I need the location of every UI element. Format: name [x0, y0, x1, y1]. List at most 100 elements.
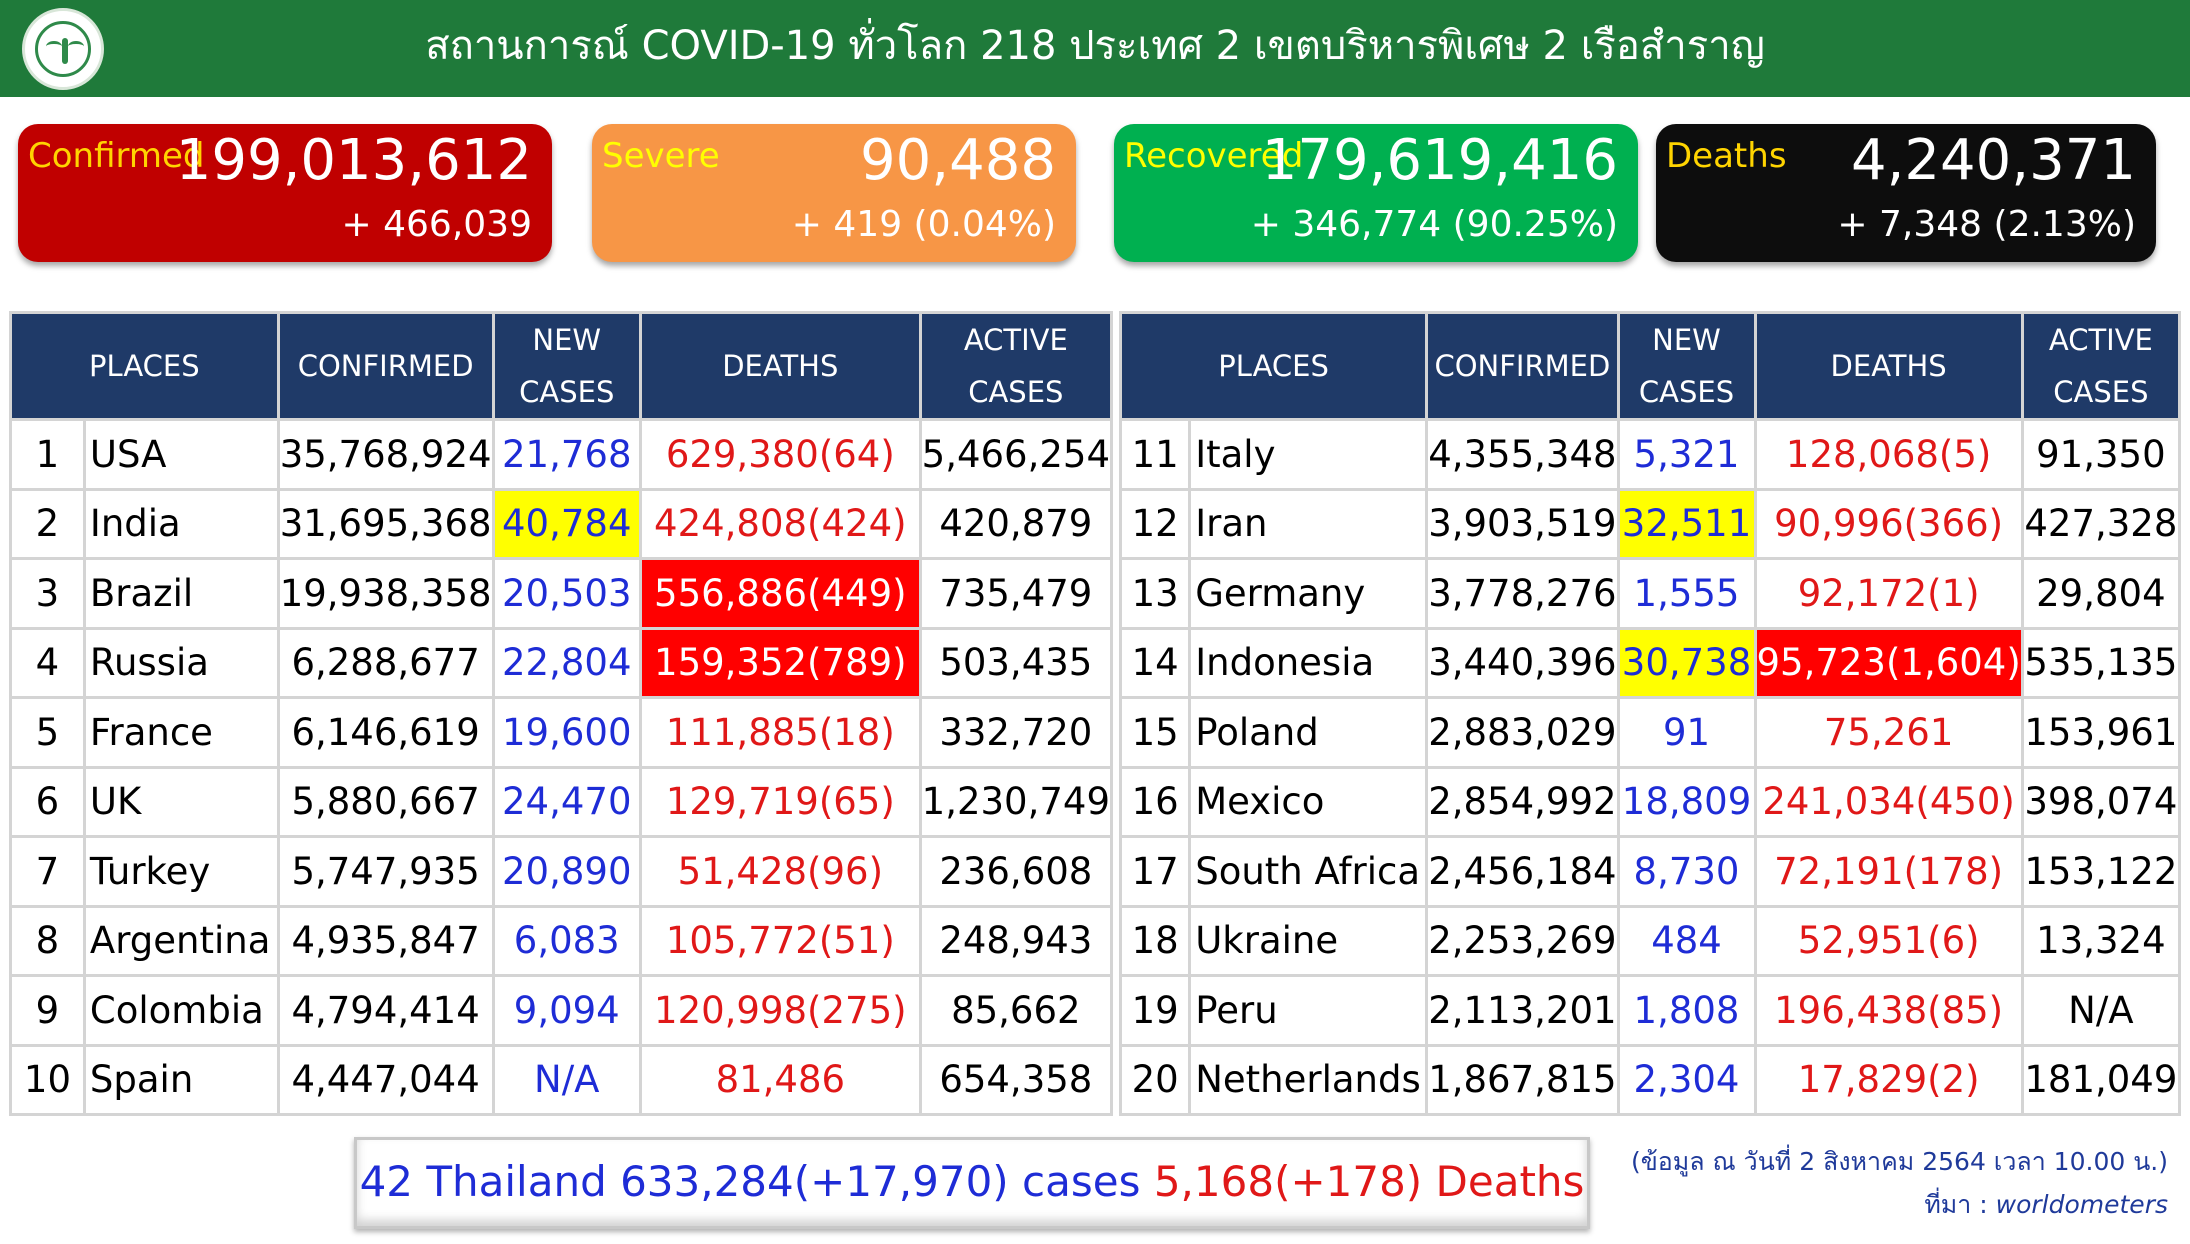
place-cell: Spain [82, 1043, 280, 1116]
rank-cell: 8 [9, 904, 86, 977]
place-cell: Turkey [82, 835, 280, 908]
table-row: 9 Colombia 4,794,414 9,094 120,998(275) 85,66… [9, 974, 1114, 1047]
confirmed-cell: 2,113,201 [1425, 974, 1620, 1047]
thailand-summary-box: 42 Thailand 633,284(+17,970) cases 5,168… [354, 1137, 1590, 1229]
table-row: 20 Netherlands 1,867,815 2,304 17,829(2) 181,… [1118, 1043, 2182, 1116]
rank-cell: 18 [1118, 904, 1192, 977]
rank-cell: 13 [1118, 557, 1192, 630]
deaths-cell: 424,808(424) [638, 487, 922, 560]
place-cell: Brazil [82, 557, 280, 630]
confirmed-cell: 3,903,519 [1425, 487, 1620, 560]
deaths-cell: 92,172(1) [1753, 557, 2024, 630]
confirmed-cell: 4,447,044 [276, 1043, 495, 1116]
rank-cell: 17 [1118, 835, 1192, 908]
confirmed-summary-card: Confirmed 199,013,612 + 466,039 [18, 124, 552, 262]
new-cases-cell: 20,890 [491, 835, 642, 908]
confirmed-header: CONFIRMED [276, 311, 495, 421]
new-cases-cell: 18,809 [1616, 765, 1757, 838]
rank-cell: 19 [1118, 974, 1192, 1047]
recovered-summary-card: Recovered 179,619,416 + 346,774 (90.25%) [1114, 124, 1638, 262]
rank-cell: 15 [1118, 696, 1192, 769]
deaths-header: DEATHS [638, 311, 922, 421]
place-cell: Poland [1188, 696, 1429, 769]
active-cases-cell: 398,074 [2020, 765, 2182, 838]
place-cell: Mexico [1188, 765, 1429, 838]
left-country-table: PLACES CONFIRMED NEW CASES DEATHS ACTIVE C… [9, 311, 1114, 1116]
new-cases-cell: 24,470 [491, 765, 642, 838]
table-row: 4 Russia 6,288,677 22,804 159,352(789) 503,43… [9, 626, 1114, 699]
table-row: 18 Ukraine 2,253,269 484 52,951(6) 13,324 [1118, 904, 2182, 977]
new-cases-cell: 1,808 [1616, 974, 1757, 1047]
rank-cell: 11 [1118, 418, 1192, 491]
source-note: ที่มา : worldometers [1924, 1185, 2168, 1225]
table-row: 8 Argentina 4,935,847 6,083 105,772(51) 248,9… [9, 904, 1114, 977]
confirmed-cell: 2,883,029 [1425, 696, 1620, 769]
recovered-delta: + 346,774 (90.25%) [1250, 204, 1618, 245]
data-date-note: (ข้อมูล ณ วันที่ 2 สิงหาคม 2564 เวลา 10.… [1630, 1147, 2168, 1176]
confirmed-cell: 4,794,414 [276, 974, 495, 1047]
active-cases-header: ACTIVE CASES [2020, 311, 2182, 421]
thailand-cases: 42 Thailand 633,284(+17,970) cases [359, 1157, 1141, 1206]
table-row: 10 Spain 4,447,044 N/A 81,486 654,358 [9, 1043, 1114, 1116]
active-cases-cell: 420,879 [918, 487, 1114, 560]
place-cell: UK [82, 765, 280, 838]
new-cases-cell: 9,094 [491, 974, 642, 1047]
deaths-header: DEATHS [1753, 311, 2024, 421]
confirmed-cell: 4,935,847 [276, 904, 495, 977]
place-cell: Germany [1188, 557, 1429, 630]
confirmed-cell: 19,938,358 [276, 557, 495, 630]
table-row: 13 Germany 3,778,276 1,555 92,172(1) 29,804 [1118, 557, 2182, 630]
new-cases-header: NEW CASES [1616, 311, 1757, 421]
confirmed-cell: 1,867,815 [1425, 1043, 1620, 1116]
page-title: สถานการณ์ COVID-19 ทั่วโลก 218 ประเทศ 2 … [425, 23, 1765, 69]
confirmed-header: CONFIRMED [1425, 311, 1620, 421]
rank-cell: 14 [1118, 626, 1192, 699]
place-cell: Iran [1188, 487, 1429, 560]
confirmed-cell: 3,440,396 [1425, 626, 1620, 699]
new-cases-cell: 2,304 [1616, 1043, 1757, 1116]
rank-cell: 12 [1118, 487, 1192, 560]
confirmed-cell: 2,456,184 [1425, 835, 1620, 908]
table-header-row: PLACES CONFIRMED NEW CASES DEATHS ACTIVE C… [9, 311, 1114, 421]
deaths-cell: 159,352(789) [638, 626, 922, 699]
place-cell: USA [82, 418, 280, 491]
active-cases-header: ACTIVE CASES [918, 311, 1114, 421]
deaths-cell: 241,034(450) [1753, 765, 2024, 838]
places-header: PLACES [1118, 311, 1429, 421]
table-row: 1 USA 35,768,924 21,768 629,380(64) 5,466,254 [9, 418, 1114, 491]
table-row: 2 India 31,695,368 40,784 424,808(424) 420,87… [9, 487, 1114, 560]
place-cell: Indonesia [1188, 626, 1429, 699]
active-cases-cell: 5,466,254 [918, 418, 1114, 491]
confirmed-cell: 35,768,924 [276, 418, 495, 491]
new-cases-cell: 1,555 [1616, 557, 1757, 630]
deaths-summary-card: Deaths 4,240,371 + 7,348 (2.13%) [1656, 124, 2156, 262]
new-cases-cell: 5,321 [1616, 418, 1757, 491]
confirmed-cell: 6,288,677 [276, 626, 495, 699]
source-name: worldometers [1995, 1190, 2168, 1219]
table-header-row: PLACES CONFIRMED NEW CASES DEATHS ACTIVE C… [1118, 311, 2182, 421]
rank-cell: 5 [9, 696, 86, 769]
recovered-label: Recovered [1124, 136, 1304, 176]
active-cases-cell: 236,608 [918, 835, 1114, 908]
new-cases-cell: 40,784 [491, 487, 642, 560]
place-cell: Peru [1188, 974, 1429, 1047]
table-row: 16 Mexico 2,854,992 18,809 241,034(450) 398,0… [1118, 765, 2182, 838]
places-header: PLACES [9, 311, 280, 421]
place-cell: Argentina [82, 904, 280, 977]
severe-label: Severe [602, 136, 720, 176]
source-label: ที่มา : [1924, 1190, 1988, 1219]
new-cases-cell: 20,503 [491, 557, 642, 630]
table-row: 19 Peru 2,113,201 1,808 196,438(85) N/A [1118, 974, 2182, 1047]
confirmed-cell: 6,146,619 [276, 696, 495, 769]
severe-summary-card: Severe 90,488 + 419 (0.04%) [592, 124, 1076, 262]
thailand-deaths: 5,168(+178) Deaths [1153, 1157, 1585, 1206]
rank-cell: 9 [9, 974, 86, 1047]
active-cases-cell: N/A [2020, 974, 2182, 1047]
deaths-cell: 51,428(96) [638, 835, 922, 908]
place-cell: India [82, 487, 280, 560]
new-cases-cell: 91 [1616, 696, 1757, 769]
active-cases-cell: 181,049 [2020, 1043, 2182, 1116]
confirmed-label: Confirmed [28, 136, 205, 176]
place-cell: France [82, 696, 280, 769]
deaths-cell: 129,719(65) [638, 765, 922, 838]
